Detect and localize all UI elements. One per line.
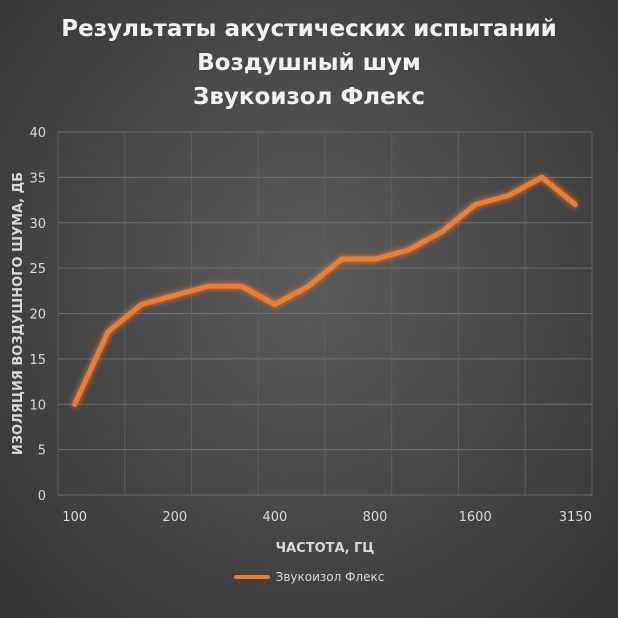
y-tick-label: 10 xyxy=(29,398,46,413)
data-point xyxy=(405,247,411,253)
x-tick-label: 1600 xyxy=(459,510,492,525)
chart-title-line-3: Звукоизол Флекс xyxy=(193,84,425,110)
data-point xyxy=(439,229,445,235)
data-point xyxy=(239,283,245,289)
y-tick-label: 20 xyxy=(29,308,46,323)
y-axis-title: ИЗОЛЯЦИЯ ВОЗДУШНОГО ШУМА, ДБ xyxy=(11,172,26,455)
y-tick-label: 35 xyxy=(29,171,46,186)
data-point xyxy=(172,292,178,298)
series-line xyxy=(72,174,578,407)
data-point xyxy=(72,401,78,407)
data-point xyxy=(472,202,478,208)
y-tick-label: 25 xyxy=(29,262,46,277)
data-point xyxy=(272,301,278,307)
data-point xyxy=(339,256,345,262)
chart-title-line-1: Результаты акустических испытаний xyxy=(61,16,557,42)
x-tick-label: 400 xyxy=(263,510,288,525)
x-tick-label: 800 xyxy=(363,510,388,525)
y-tick-label: 15 xyxy=(29,353,46,368)
data-point xyxy=(138,301,144,307)
data-point xyxy=(539,174,545,180)
chart-title-line-2: Воздушный шум xyxy=(197,50,421,76)
x-tick-label: 200 xyxy=(162,510,187,525)
data-point xyxy=(105,329,111,335)
y-tick-label: 0 xyxy=(38,489,46,504)
y-tick-label: 30 xyxy=(29,217,46,232)
y-tick-label: 5 xyxy=(38,444,46,459)
legend-swatch xyxy=(233,575,270,579)
x-tick-label: 100 xyxy=(62,510,87,525)
x-axis-title: ЧАСТОТА, ГЦ xyxy=(276,541,375,556)
data-point xyxy=(506,193,512,199)
chart-title: Результаты акустических испытаний Воздуш… xyxy=(0,12,618,114)
data-point xyxy=(205,283,211,289)
x-tick-label: 3150 xyxy=(559,510,592,525)
y-tick-label: 40 xyxy=(29,126,46,141)
legend-label: Звукоизол Флекс xyxy=(275,570,385,584)
data-point xyxy=(305,283,311,289)
data-point xyxy=(372,256,378,262)
legend: Звукоизол Флекс xyxy=(0,570,618,584)
data-point xyxy=(572,202,578,208)
